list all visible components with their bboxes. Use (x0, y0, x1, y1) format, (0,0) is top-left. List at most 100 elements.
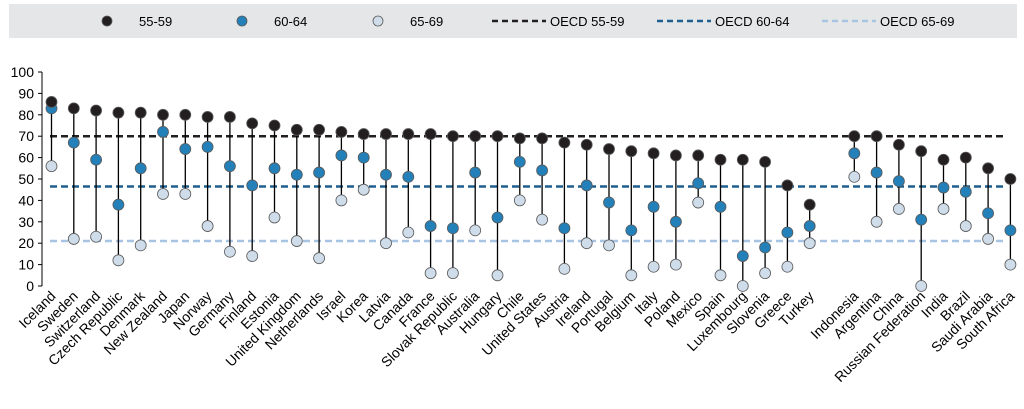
point-60-64-greece (781, 226, 794, 239)
point-60-64-russian-federation (915, 213, 928, 226)
point-55-59-israel (335, 126, 348, 138)
point-65-69-portugal (603, 239, 615, 252)
point-65-69-slovenia (759, 267, 771, 280)
point-55-59-poland (670, 149, 682, 162)
point-60-64-indonesia (848, 147, 861, 160)
point-55-59-italy (647, 147, 660, 160)
point-55-59-united-states (536, 132, 548, 145)
point-60-64-new-zealand (157, 126, 169, 138)
y-tick-label-60: 60 (18, 150, 34, 166)
point-65-69-austria (558, 262, 571, 275)
legend-label-55-59: 55-59 (139, 14, 172, 29)
point-60-64-mexico (692, 177, 705, 190)
point-55-59-russian-federation (915, 145, 928, 158)
point-60-64-austria (558, 222, 571, 235)
point-60-64-argentina (870, 166, 883, 179)
point-65-69-denmark (134, 239, 147, 252)
point-55-59-south-africa (1004, 173, 1017, 185)
legend-marker-65-69 (372, 15, 384, 27)
point-60-64-switzerland (90, 153, 102, 166)
point-55-59-austria (558, 136, 571, 149)
point-60-64-chile (513, 155, 526, 168)
point-60-64-brazil (959, 185, 972, 198)
point-60-64-south-africa (1004, 224, 1017, 237)
point-55-59-chile (513, 132, 526, 145)
point-60-64-turkey (803, 220, 816, 232)
y-tick-label-100: 100 (11, 64, 35, 80)
point-65-69-netherlands (313, 252, 326, 265)
point-60-64-china (893, 175, 905, 188)
legend: 55-59 60-64 65-69 OECD 55-59 OECD 60-64 OECD … (101, 14, 954, 29)
point-55-59-portugal (603, 143, 615, 155)
y-axis: 0 10 20 30 40 50 60 70 80 90 100 (11, 64, 43, 294)
point-65-69-turkey (803, 237, 816, 250)
point-60-64-latvia (380, 168, 392, 181)
point-65-69-norway (201, 220, 214, 232)
point-60-64-finland (246, 179, 259, 192)
point-60-64-poland (670, 215, 682, 228)
point-55-59-belgium (625, 145, 638, 158)
point-65-69-estonia (268, 211, 281, 224)
point-65-69-greece (781, 260, 794, 273)
point-60-64-sweden (67, 136, 80, 149)
point-65-69-poland (670, 258, 682, 271)
point-65-69-saudi-arabia (982, 233, 994, 245)
point-65-69-united-kingdom (290, 235, 303, 247)
point-60-64-belgium (625, 224, 638, 237)
point-60-64-netherlands (313, 166, 326, 179)
point-65-69-iceland (45, 160, 58, 173)
point-65-69-czech-republic (112, 254, 125, 267)
y-tick-label-80: 80 (18, 107, 34, 123)
legend-label-oecd-65-69: OECD 65-69 (880, 14, 954, 29)
point-65-69-united-states (536, 213, 548, 226)
point-55-59-slovenia (759, 155, 771, 168)
point-65-69-new-zealand (157, 188, 169, 200)
point-65-69-luxembourg (736, 280, 749, 292)
y-tick-label-30: 30 (18, 214, 34, 230)
point-60-64-luxembourg (736, 250, 749, 262)
point-55-59-norway (201, 111, 214, 123)
point-55-59-united-kingdom (290, 123, 303, 136)
point-65-69-belgium (625, 269, 638, 282)
point-55-59-brazil (959, 151, 972, 164)
point-55-59-estonia (268, 119, 281, 132)
point-65-69-italy (647, 260, 660, 273)
point-60-64-portugal (603, 196, 615, 209)
point-65-69-finland (246, 250, 259, 262)
point-60-64-france (424, 220, 437, 232)
point-65-69-sweden (67, 233, 80, 245)
point-55-59-spain (714, 153, 727, 166)
point-65-69-slovak-republic (446, 267, 459, 280)
point-65-69-canada (402, 226, 415, 239)
legend-label-60-64: 60-64 (274, 14, 307, 29)
point-60-64-india (937, 181, 950, 194)
point-60-64-czech-republic (112, 198, 125, 211)
point-55-59-france (424, 128, 437, 140)
point-55-59-new-zealand (157, 108, 169, 121)
point-60-64-israel (335, 149, 348, 162)
point-65-69-spain (714, 269, 727, 282)
point-55-59-greece (781, 179, 794, 192)
point-60-64-australia (469, 166, 482, 179)
point-60-64-united-states (536, 164, 548, 177)
point-60-64-estonia (268, 162, 281, 175)
point-65-69-argentina (870, 215, 883, 228)
point-65-69-latvia (380, 237, 392, 250)
point-55-59-japan (179, 108, 192, 121)
point-55-59-latvia (380, 128, 392, 140)
point-60-64-slovenia (759, 241, 771, 254)
y-tick-label-20: 20 (18, 235, 34, 251)
point-55-59-canada (402, 128, 415, 140)
legend-marker-60-64 (236, 15, 248, 27)
point-55-59-germany (223, 111, 236, 123)
point-55-59-denmark (134, 106, 147, 119)
point-55-59-australia (469, 130, 482, 143)
point-55-59-turkey (803, 198, 816, 211)
point-60-64-hungary (491, 211, 504, 224)
point-65-69-russian-federation (915, 280, 928, 292)
point-65-69-south-africa (1004, 258, 1017, 271)
point-65-69-hungary (491, 269, 504, 282)
legend-label-oecd-60-64: OECD 60-64 (715, 14, 789, 29)
